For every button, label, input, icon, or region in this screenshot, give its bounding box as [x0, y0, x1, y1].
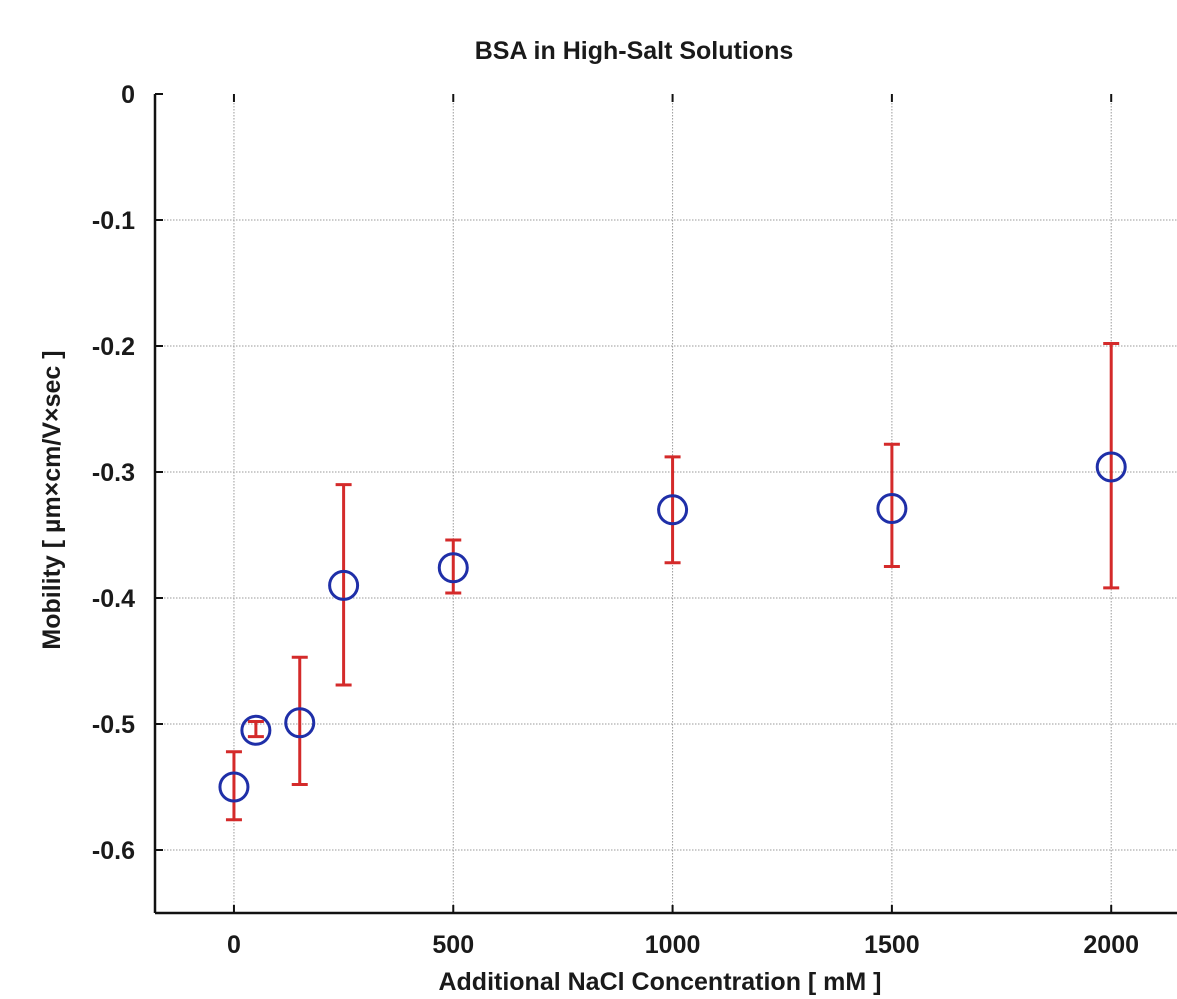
- y-tick-label: -0.2: [92, 333, 135, 361]
- error-bar: [883, 442, 900, 568]
- error-bar: [335, 483, 352, 687]
- chart-title: BSA in High-Salt Solutions: [475, 37, 794, 65]
- x-tick-label: 1500: [864, 931, 920, 959]
- y-tick-label: 0: [121, 81, 135, 109]
- error-bar: [664, 455, 681, 565]
- x-tick-label: 2000: [1083, 931, 1139, 959]
- x-tick-label: 500: [432, 931, 474, 959]
- error-bars: [225, 341, 1120, 822]
- y-tick-label: -0.4: [92, 585, 135, 613]
- x-axis-label: Additional NaCl Concentration [ mM ]: [438, 968, 881, 996]
- data-points: [218, 451, 1127, 803]
- data-point-marker: [1095, 451, 1127, 483]
- x-tick-label: 0: [227, 931, 241, 959]
- error-bar: [225, 750, 242, 822]
- grid-lines: [155, 94, 1177, 913]
- data-point-marker: [284, 707, 316, 739]
- y-axis-label: Mobility [ µm×cm/V×sec ]: [38, 350, 66, 649]
- x-tick-label: 1000: [645, 931, 701, 959]
- data-point-marker: [437, 552, 469, 584]
- x-tick-labels: 0 500 1000 1500 2000: [227, 931, 1139, 959]
- data-point-marker: [876, 493, 908, 525]
- y-tick-label: -0.6: [92, 837, 135, 865]
- data-point-marker: [218, 771, 250, 803]
- y-tick-labels: 0 -0.1 -0.2 -0.3 -0.4 -0.5 -0.6: [92, 81, 135, 865]
- data-point-marker: [328, 569, 360, 601]
- data-point-marker: [657, 494, 689, 526]
- error-bar: [445, 538, 462, 595]
- axes: [153, 93, 1177, 915]
- error-bar: [1103, 341, 1120, 590]
- y-tick-label: -0.3: [92, 459, 135, 487]
- error-bar: [291, 655, 308, 786]
- y-tick-label: -0.1: [92, 207, 135, 235]
- data-point-marker: [240, 714, 272, 746]
- error-bar: [247, 719, 264, 739]
- y-tick-label: -0.5: [92, 711, 135, 739]
